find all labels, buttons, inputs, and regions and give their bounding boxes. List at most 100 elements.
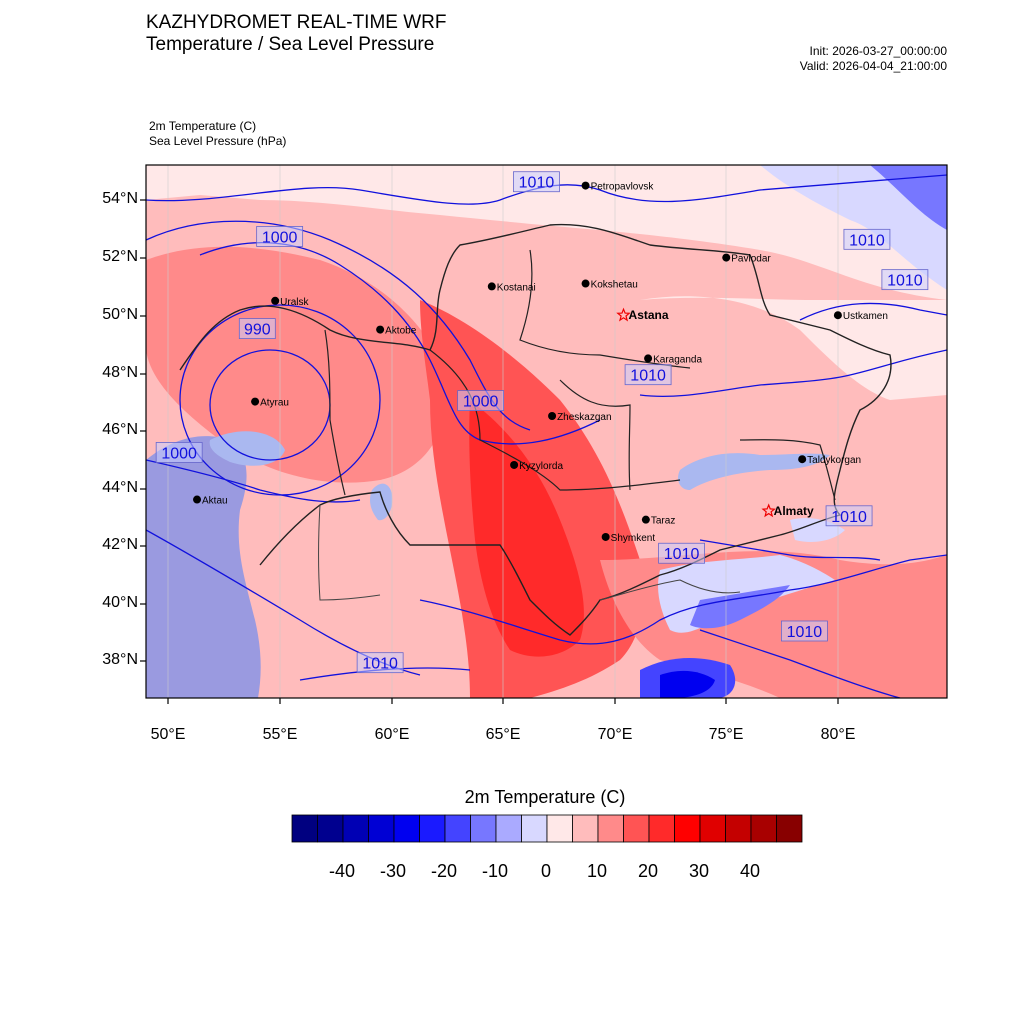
contour-label: 990	[238, 318, 276, 340]
city-dot-icon	[581, 181, 590, 190]
city-kokshetau: Kokshetau	[581, 279, 638, 291]
city-kostanai: Kostanai	[487, 282, 536, 293]
lat-label: 46°N	[102, 421, 138, 438]
city-label: Kokshetau	[591, 280, 638, 291]
temperature-field	[146, 165, 947, 698]
city-dot-icon	[581, 279, 590, 288]
city-dot-icon	[251, 397, 260, 406]
city-dot-icon	[510, 460, 519, 469]
colorbar-swatch	[419, 814, 446, 843]
contour-label-box	[256, 226, 304, 247]
contour-label: 1010	[881, 269, 929, 291]
city-label: Kostanai	[497, 282, 536, 293]
contour-label-box	[457, 390, 505, 412]
city-kyzylorda: Kyzylorda	[510, 460, 563, 472]
city-dot-icon	[601, 532, 610, 541]
contour-label-box	[825, 505, 873, 527]
contour-label-text: 1010	[831, 509, 867, 526]
city-karaganda: Karaganda	[644, 354, 702, 365]
city-label: Zheskazgan	[557, 412, 611, 423]
lon-label: 65°E	[485, 726, 521, 743]
contour-label-text: 1010	[787, 624, 823, 641]
city-dot-icon	[548, 412, 557, 420]
contour-label-text: 1010	[849, 232, 885, 249]
contour-label: 1000	[256, 226, 304, 247]
city-label: Kyzylorda	[519, 461, 563, 472]
title-line-2: Temperature / Sea Level Pressure	[146, 34, 435, 55]
contour-label-text: 1010	[362, 656, 398, 673]
colorbar-swatch	[674, 814, 701, 843]
city-dot-icon	[798, 455, 807, 464]
variable-pressure: Sea Level Pressure (hPa)	[149, 134, 287, 148]
city-taraz: Taraz	[641, 515, 675, 527]
city-label: Atyrau	[260, 398, 289, 409]
colorbar-swatch	[546, 814, 573, 843]
city-dot-icon	[641, 515, 650, 524]
contour-label-text: 1000	[161, 445, 197, 462]
contour-label-box	[781, 620, 828, 642]
lat-label: 42°N	[102, 536, 138, 553]
colorbar-swatch	[291, 814, 318, 843]
city-dot-icon	[376, 325, 385, 334]
city-label: Shymkent	[611, 533, 656, 544]
lon-label: 55°E	[262, 726, 298, 743]
contour-label: 1010	[513, 171, 560, 193]
city-label: Aktobe	[385, 326, 417, 337]
colorbar-swatch	[648, 814, 675, 843]
city-label: Pavlodar	[731, 254, 771, 265]
colorbar-swatch	[342, 814, 369, 843]
colorbar-swatch	[521, 814, 548, 843]
colorbar-swatch	[597, 814, 624, 843]
city-label: Astana	[629, 308, 669, 322]
variable-temperature: 2m Temperature (C)	[149, 119, 257, 133]
city-zheskazgan: Zheskazgan	[548, 412, 612, 423]
city-aktobe: Aktobe	[376, 325, 417, 337]
contour-label-text: 1010	[630, 368, 666, 385]
colorbar	[291, 814, 803, 843]
contour-label: 1010	[624, 364, 672, 386]
init-time: Init: 2026-03-27_00:00:00	[809, 44, 947, 58]
city-dot-icon	[193, 495, 202, 504]
contour-label-text: 1000	[463, 394, 499, 411]
title-line-1: KAZHYDROMET REAL-TIME WRF	[146, 12, 447, 33]
colorbar-swatch	[470, 814, 497, 843]
colorbar-tick: 20	[637, 861, 659, 881]
contour-label-box	[356, 652, 404, 674]
contour-label: 1010	[658, 542, 705, 564]
graticule	[167, 165, 839, 698]
contour-label-box	[881, 269, 929, 291]
contour-label: 1000	[457, 390, 505, 412]
city-taldykorgan: Taldykorgan	[798, 455, 861, 466]
city-label: Ustkamen	[843, 311, 888, 322]
colorbar-swatch	[725, 814, 752, 843]
contour-label: 1010	[843, 228, 891, 250]
lat-label: 54°N	[102, 190, 138, 207]
city-uralsk: Uralsk	[271, 296, 310, 308]
lat-label: 50°N	[102, 306, 138, 323]
contour-label: 1010	[825, 505, 873, 527]
city-label: Taraz	[651, 516, 675, 527]
run-times: Init: 2026-03-27_00:00:00 Valid: 2026-04…	[800, 44, 947, 74]
city-dot-icon	[487, 282, 496, 291]
city-label: Uralsk	[280, 297, 309, 308]
city-dot-icon	[271, 296, 280, 305]
colorbar-tick: -40	[328, 861, 355, 881]
city-shymkent: Shymkent	[601, 532, 656, 544]
city-label: Almaty	[774, 504, 814, 518]
colorbar-swatch	[623, 814, 650, 843]
city-pavlodar: Pavlodar	[722, 253, 771, 265]
colorbar-tick: 30	[688, 861, 710, 881]
city-dot-icon	[644, 354, 653, 363]
contour-label-box	[658, 542, 705, 564]
city-petropavlovsk: Petropavlovsk	[581, 181, 655, 193]
contour-label-text: 1000	[262, 229, 298, 246]
contour-label: 1010	[781, 620, 828, 642]
city-label: Aktau	[202, 496, 228, 507]
city-label: Petropavlovsk	[591, 182, 655, 193]
city-label: Karaganda	[653, 354, 702, 365]
contour-label: 1000	[155, 442, 203, 463]
lat-label: 40°N	[102, 594, 138, 611]
city-ustkamen: Ustkamen	[833, 311, 888, 322]
colorbar-tick: 0	[540, 861, 551, 881]
contour-label-box	[513, 171, 560, 193]
